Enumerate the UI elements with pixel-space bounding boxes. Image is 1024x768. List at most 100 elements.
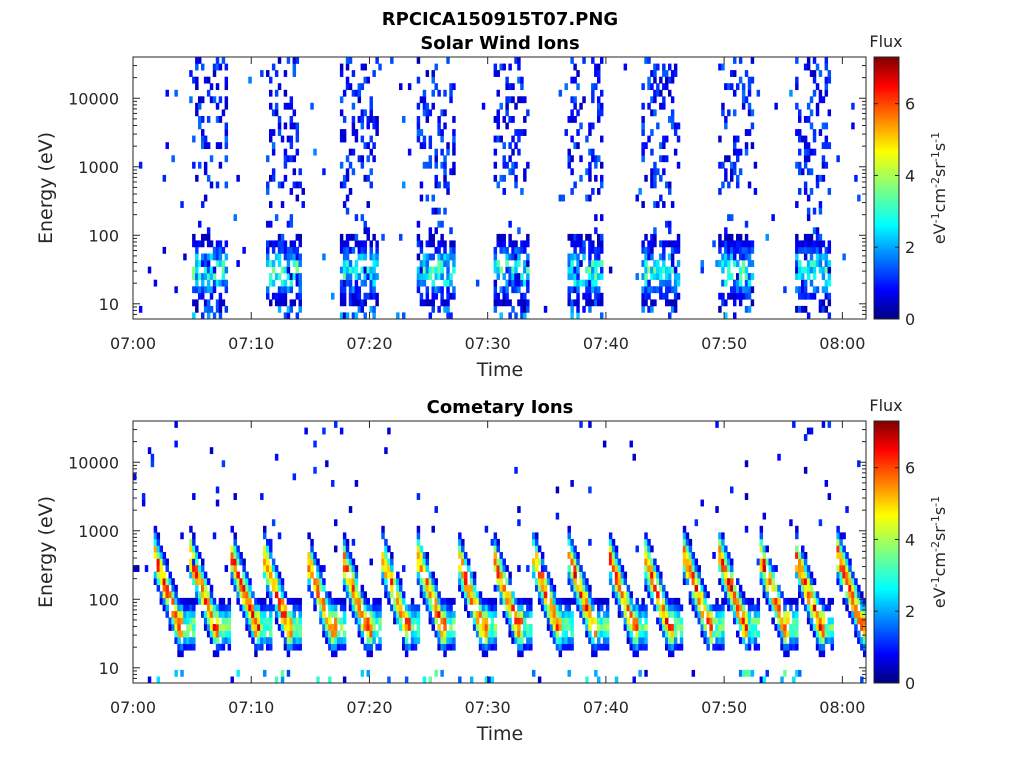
heatmap-cell — [673, 70, 678, 77]
heatmap-cell — [322, 624, 326, 631]
x-tick-label: 07:10 — [228, 698, 274, 717]
heatmap-cell — [555, 611, 560, 618]
heatmap-cell — [375, 57, 379, 64]
heatmap-cell — [670, 650, 675, 658]
heatmap-cell — [440, 135, 444, 143]
heatmap-cell — [496, 578, 500, 586]
heatmap-cell — [724, 116, 728, 123]
heatmap-cell — [806, 617, 811, 625]
heatmap-cell — [310, 102, 314, 110]
heatmap-cell — [351, 538, 356, 546]
heatmap-cell — [301, 188, 305, 195]
heatmap-cell — [818, 637, 823, 644]
heatmap-cell — [345, 260, 350, 267]
heatmap-cell — [529, 624, 533, 631]
heatmap-cell — [215, 253, 220, 261]
heatmap-cell — [434, 174, 438, 182]
heatmap-cell — [322, 565, 326, 572]
heatmap-cell — [564, 624, 568, 631]
heatmap-cell — [496, 233, 500, 241]
heatmap-cell — [629, 643, 633, 651]
heatmap-cell — [266, 604, 270, 612]
heatmap-cell — [555, 604, 560, 612]
heatmap-cell — [617, 604, 622, 612]
heatmap-cell — [357, 240, 362, 248]
heatmap-cell — [263, 624, 267, 631]
heatmap-cell — [558, 604, 563, 612]
heatmap-cell — [189, 617, 193, 625]
heatmap-cell — [496, 70, 500, 77]
heatmap-cell — [162, 584, 167, 592]
heatmap-cell — [724, 279, 728, 287]
heatmap-cell — [162, 552, 167, 559]
heatmap-cell — [632, 453, 636, 461]
heatmap-cell — [812, 89, 817, 97]
heatmap-cell — [845, 591, 849, 599]
heatmap-cell — [236, 545, 240, 553]
heatmap-cell — [271, 292, 276, 300]
heatmap-cell — [561, 637, 566, 644]
heatmap-cell — [162, 571, 167, 579]
heatmap-cell — [812, 227, 817, 235]
heatmap-cell — [588, 611, 592, 618]
heatmap-cell — [611, 565, 616, 572]
heatmap-cell — [582, 305, 586, 313]
heatmap-cell — [670, 643, 675, 651]
heatmap-cell — [189, 525, 193, 533]
heatmap-cell — [502, 240, 506, 248]
heatmap-cell — [437, 611, 441, 618]
heatmap-cell — [339, 312, 344, 320]
heatmap-cell — [215, 57, 220, 64]
heatmap-cell — [286, 266, 291, 274]
heatmap-cell — [221, 246, 226, 254]
heatmap-cell — [588, 286, 592, 294]
heatmap-cell — [286, 669, 291, 677]
heatmap-cell — [192, 273, 196, 280]
heatmap-cell — [156, 538, 161, 546]
heatmap-cell — [540, 558, 545, 566]
heatmap-cell — [741, 597, 746, 605]
heatmap-cell — [594, 669, 598, 677]
heatmap-cell — [443, 637, 447, 644]
heatmap-cell — [422, 279, 427, 287]
heatmap-cell — [360, 637, 365, 644]
heatmap-cell — [215, 650, 220, 658]
heatmap-cell — [277, 597, 282, 605]
heatmap-cell — [292, 63, 297, 71]
heatmap-cell — [218, 597, 223, 605]
heatmap-cell — [339, 597, 344, 605]
heatmap-cell — [313, 552, 317, 559]
heatmap-cell — [245, 591, 249, 599]
heatmap-cell — [753, 617, 758, 625]
heatmap-cell — [446, 643, 450, 651]
heatmap-cell — [665, 273, 669, 280]
heatmap-cell — [854, 604, 858, 612]
heatmap-cell — [845, 571, 849, 579]
heatmap-cell — [251, 604, 255, 612]
heatmap-cell — [201, 584, 205, 592]
heatmap-cell — [274, 292, 279, 300]
heatmap-cell — [387, 558, 391, 566]
heatmap-cell — [274, 240, 279, 248]
heatmap-cell — [549, 597, 554, 605]
heatmap-cell — [694, 565, 699, 572]
heatmap-cell — [339, 299, 344, 307]
heatmap-cell — [201, 260, 205, 267]
heatmap-cell — [762, 552, 767, 559]
heatmap-cell — [215, 260, 220, 267]
heatmap-cell — [289, 122, 294, 130]
heatmap-cell — [588, 597, 592, 605]
heatmap-cell — [798, 240, 802, 248]
heatmap-cell — [254, 624, 258, 631]
heatmap-cell — [316, 597, 320, 605]
heatmap-cell — [854, 624, 858, 631]
heatmap-cell — [818, 246, 823, 254]
heatmap-cell — [662, 604, 666, 612]
heatmap-cell — [815, 246, 820, 254]
heatmap-cell — [845, 565, 849, 572]
heatmap-cell — [339, 240, 344, 248]
heatmap-cell — [461, 578, 465, 586]
heatmap-cell — [345, 273, 350, 280]
heatmap-cell — [588, 538, 592, 546]
heatmap-cell — [815, 611, 820, 618]
